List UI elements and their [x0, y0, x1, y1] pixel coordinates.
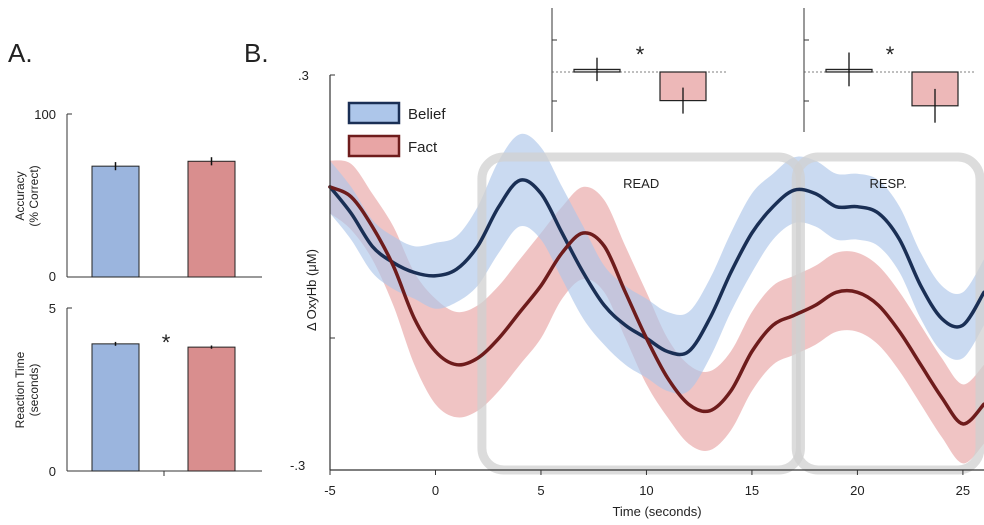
x-tick-label: 10 [639, 483, 653, 498]
accuracy-tick-label-min: 0 [49, 269, 56, 284]
inset-resp-chart: * [803, 8, 975, 132]
reaction-time-chart: 5 0 Reaction Time (seconds) * [13, 301, 262, 479]
accuracy-bar-fact [187, 160, 236, 278]
inset-read-significance: * [636, 42, 645, 67]
rt-ylabel-line2: (seconds) [27, 364, 41, 417]
rt-tick-label-min: 0 [49, 464, 56, 479]
accuracy-chart: 100 0 Accuracy (% Correct) [13, 107, 262, 284]
confidence-band-fact [330, 160, 984, 464]
timecourse-xlabel: Time (seconds) [612, 504, 701, 519]
panel-a-label: A. [8, 38, 33, 68]
series-line-belief [328, 178, 984, 357]
rt-bar-fact [187, 346, 236, 472]
y-tick-label-bottom: -.3 [290, 458, 305, 473]
x-tick-label: 5 [537, 483, 544, 498]
series-line-fact [328, 185, 984, 426]
x-tick-label: -5 [324, 483, 336, 498]
accuracy-tick-label-max: 100 [34, 107, 56, 122]
rt-significance-star: * [162, 330, 171, 355]
x-tick-label: 0 [432, 483, 439, 498]
epoch-label-read: READ [623, 176, 659, 191]
x-tick-label: 25 [956, 483, 970, 498]
rt-ylabel-line1: Reaction Time [13, 351, 27, 428]
oxyhb-timecourse-chart: READ RESP. .3 -.3 Δ OxyHb (μM) -5 0 5 10 15 20… [290, 68, 984, 519]
rt-tick-label-max: 5 [49, 301, 56, 316]
legend-label-belief: Belief [408, 106, 446, 123]
legend: Belief Fact [347, 101, 446, 158]
legend-swatch-fact [347, 134, 401, 158]
inset-resp-significance: * [886, 42, 895, 67]
inset-read-chart: * [551, 8, 728, 132]
rt-bar-belief [91, 343, 140, 472]
x-tick-label: 20 [850, 483, 864, 498]
accuracy-ylabel-line1: Accuracy [13, 171, 27, 220]
panel-b-label: B. [244, 38, 269, 68]
accuracy-ylabel-line2: (% Correct) [27, 165, 41, 226]
timecourse-ylabel: Δ OxyHb (μM) [304, 249, 319, 331]
legend-label-fact: Fact [408, 139, 438, 156]
accuracy-bar-belief [91, 165, 140, 278]
y-tick-label-top: .3 [298, 68, 309, 83]
legend-swatch-belief [347, 101, 401, 125]
confidence-band-belief [330, 133, 984, 395]
epoch-label-resp: RESP. [869, 176, 906, 191]
x-tick-label: 15 [745, 483, 759, 498]
